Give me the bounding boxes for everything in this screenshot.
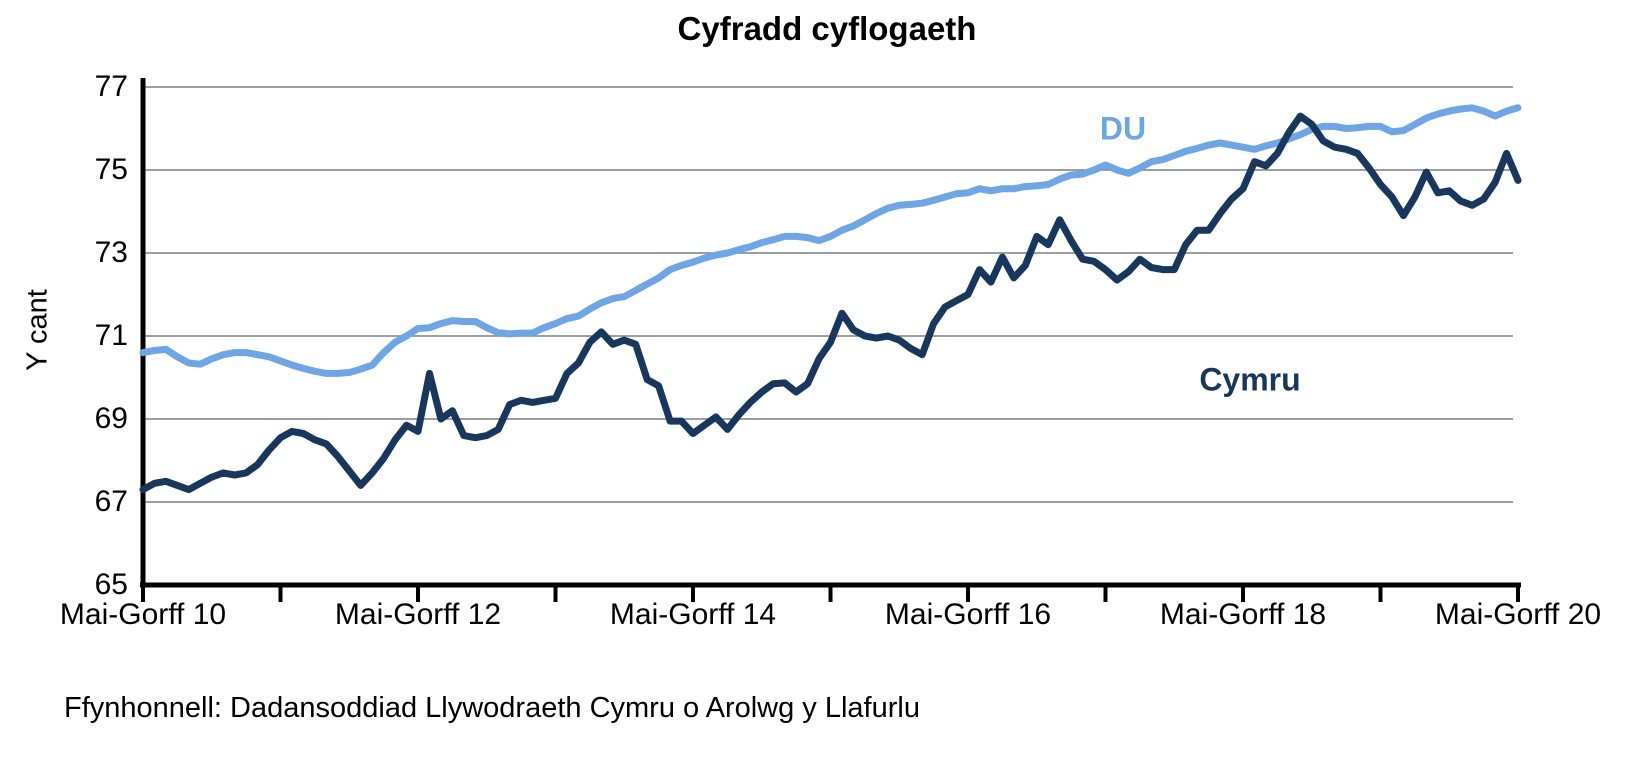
source-note: Ffynhonnell: Dadansoddiad Llywodraeth Cy… — [64, 692, 920, 724]
x-tick-label-6: Mai-Gorff 20 — [1434, 598, 1602, 631]
series-label-du: DU — [1099, 110, 1147, 147]
x-tick-label-4: Mai-Gorff 16 — [884, 598, 1052, 631]
y-tick-label-69: 69 — [94, 402, 128, 435]
x-tick-label-2: Mai-Gorff 12 — [334, 598, 502, 631]
y-tick-label-75: 75 — [94, 153, 128, 186]
x-tick-label-3: Mai-Gorff 14 — [609, 598, 777, 631]
series-label-cymru: Cymru — [1199, 361, 1301, 398]
y-tick-label-65: 65 — [94, 568, 128, 601]
y-tick-label-77: 77 — [94, 70, 128, 103]
y-tick-label-73: 73 — [94, 236, 128, 269]
y-tick-label-67: 67 — [94, 485, 128, 518]
series-line-cymru — [139, 112, 1522, 494]
y-tick-label-71: 71 — [94, 319, 128, 352]
chart-title: Cyfradd cyflogaeth — [677, 10, 977, 47]
x-tick-label-1: Mai-Gorff 10 — [59, 598, 227, 631]
x-tick-label-5: Mai-Gorff 18 — [1159, 598, 1327, 631]
